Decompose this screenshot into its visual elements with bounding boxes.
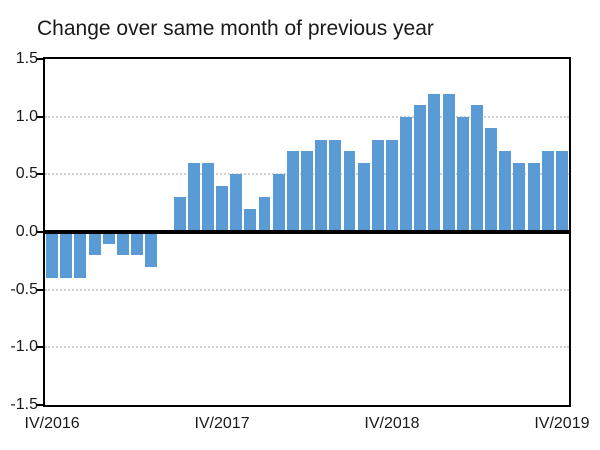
x-tick-label: IV/2019 <box>534 415 590 432</box>
bar <box>131 232 144 256</box>
bar <box>301 151 313 232</box>
y-tick-label: 1.5 <box>15 50 38 67</box>
bar <box>230 174 243 232</box>
y-tick-label: -1.0 <box>10 338 38 356</box>
bar <box>428 93 441 232</box>
bar <box>400 116 413 232</box>
bar <box>102 232 115 244</box>
bar <box>258 197 271 232</box>
y-tick-label: 1.0 <box>15 107 38 125</box>
bar <box>329 139 342 232</box>
bar <box>371 139 384 232</box>
x-tick-label: IV/2017 <box>194 415 250 432</box>
y-tick-mark <box>37 404 44 406</box>
bar <box>414 105 427 232</box>
x-tick-label: IV/2018 <box>364 415 420 432</box>
gridline <box>45 115 569 118</box>
bar <box>216 185 228 232</box>
bar <box>187 162 200 232</box>
bar <box>456 116 469 232</box>
bar <box>499 151 512 232</box>
bar <box>385 139 398 232</box>
y-tick-mark <box>37 231 44 233</box>
x-tick-label: IV/2016 <box>24 415 80 432</box>
y-tick-mark <box>37 173 44 176</box>
bar <box>116 232 129 256</box>
y-tick-label: 0.5 <box>15 165 38 183</box>
bar <box>442 93 455 232</box>
bar <box>74 232 87 279</box>
y-tick-mark <box>37 288 44 291</box>
bar <box>470 105 483 232</box>
y-tick-label: 0.0 <box>15 223 38 240</box>
y-tick-label: -1.5 <box>10 396 38 413</box>
bar <box>201 162 214 232</box>
gridline <box>45 346 569 349</box>
bar <box>60 232 73 279</box>
bar <box>315 139 328 232</box>
gridline <box>45 288 569 291</box>
bar <box>145 232 158 267</box>
bar <box>46 232 59 279</box>
y-tick-label: -0.5 <box>10 280 38 298</box>
bar <box>541 151 554 232</box>
bar <box>272 174 285 232</box>
plot-area <box>43 57 571 407</box>
y-tick-mark <box>37 346 44 349</box>
chart-title: Change over same month of previous year <box>37 17 434 40</box>
bar <box>485 128 498 232</box>
bar <box>244 208 257 232</box>
y-tick-mark <box>37 58 44 60</box>
zero-axis-line <box>45 230 569 234</box>
bar <box>555 151 568 232</box>
bar <box>357 162 370 232</box>
y-tick-mark <box>37 115 44 118</box>
bar <box>173 197 186 232</box>
bar <box>513 162 526 232</box>
bar <box>286 151 299 232</box>
bar <box>527 162 540 232</box>
bar <box>343 151 356 232</box>
bar <box>88 232 101 256</box>
